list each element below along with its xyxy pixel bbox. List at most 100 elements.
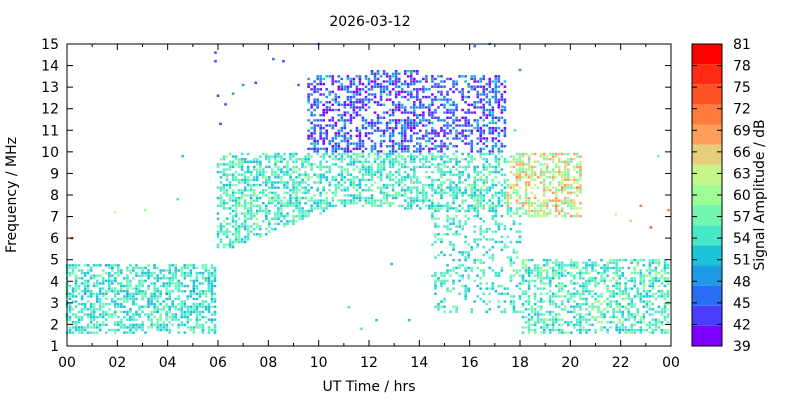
data-cell	[313, 194, 316, 197]
data-cell	[114, 271, 117, 275]
data-cell	[530, 152, 534, 156]
colorbar-tick-label: 63	[733, 166, 751, 182]
data-cell	[367, 170, 371, 174]
data-cell	[621, 274, 624, 277]
data-cell	[603, 279, 606, 283]
data-cell	[120, 282, 123, 285]
data-cell	[316, 147, 319, 151]
data-cell	[271, 227, 274, 231]
data-cell	[527, 214, 531, 218]
data-cell	[449, 269, 452, 272]
data-cell	[573, 305, 576, 308]
data-cell	[434, 155, 437, 158]
data-cell	[416, 80, 419, 83]
data-cell	[391, 129, 395, 132]
data-cell	[600, 321, 603, 324]
data-cell	[542, 186, 546, 189]
data-cell	[397, 145, 401, 148]
data-cell	[509, 155, 513, 158]
data-cell	[576, 318, 579, 321]
colorbar-tick-label: 39	[733, 339, 751, 355]
data-cell	[138, 279, 141, 283]
data-cell	[117, 290, 120, 293]
data-cell	[177, 269, 181, 272]
data-cell	[497, 165, 501, 169]
data-cell	[304, 186, 307, 189]
data-cell	[322, 111, 325, 114]
data-cell	[334, 147, 338, 151]
data-cell	[334, 132, 338, 135]
data-cell	[83, 328, 87, 332]
colorbar-tick-label: 69	[733, 123, 751, 139]
data-cell	[452, 233, 455, 236]
data-cell	[467, 108, 470, 112]
data-cell	[343, 204, 347, 207]
data-cell	[545, 168, 549, 171]
data-cell	[515, 183, 519, 187]
data-cell	[198, 292, 202, 295]
data-cell	[491, 111, 495, 114]
data-cell	[180, 300, 184, 303]
data-cell	[557, 274, 561, 277]
data-cell	[331, 152, 335, 156]
data-cell	[648, 269, 652, 272]
data-cell	[114, 328, 117, 332]
data-cell	[219, 227, 223, 231]
data-cell	[422, 189, 425, 192]
data-cell	[554, 258, 558, 262]
data-cell	[615, 326, 618, 329]
data-cell	[249, 217, 253, 220]
data-cell	[89, 266, 93, 270]
data-cell	[419, 129, 422, 132]
data-cell	[482, 119, 486, 122]
data-cell	[431, 163, 434, 166]
data-cell	[482, 168, 486, 171]
data-cell	[379, 82, 383, 86]
data-cell	[467, 165, 470, 169]
data-cell	[551, 204, 555, 207]
data-cell	[585, 300, 588, 303]
data-cell	[413, 113, 416, 117]
data-cell	[364, 201, 368, 205]
data-cell	[406, 176, 410, 179]
data-cell	[594, 297, 597, 301]
data-cell	[413, 124, 416, 127]
data-cell	[243, 170, 247, 174]
data-cell	[171, 302, 174, 306]
data-cell	[322, 199, 325, 202]
data-cell	[570, 191, 573, 195]
data-cell	[467, 209, 470, 213]
data-cell	[283, 204, 286, 207]
data-cell	[446, 108, 449, 112]
data-cell	[482, 85, 486, 88]
data-cell	[428, 119, 431, 122]
data-cell	[594, 282, 597, 285]
data-cell	[80, 308, 84, 311]
data-cell	[612, 300, 615, 303]
data-cell	[482, 77, 486, 81]
data-cell	[388, 165, 392, 169]
data-cell	[416, 186, 419, 189]
data-cell	[144, 274, 147, 277]
data-cell	[255, 196, 259, 200]
data-cell	[515, 157, 519, 161]
data-cell	[228, 240, 232, 244]
data-cell	[594, 277, 597, 280]
data-cell	[419, 191, 422, 195]
data-cell	[101, 279, 105, 283]
data-cell	[497, 274, 501, 277]
data-cell	[352, 194, 356, 197]
data-cell	[364, 165, 368, 169]
data-cell	[201, 323, 205, 327]
data-cell	[388, 157, 392, 161]
data-cell	[573, 176, 576, 179]
data-cell	[639, 271, 643, 275]
data-cell	[394, 196, 398, 200]
data-cell	[440, 207, 443, 210]
data-cell	[71, 269, 75, 272]
data-cell	[346, 90, 350, 94]
data-cell	[521, 266, 525, 270]
data-cell	[74, 282, 78, 285]
data-cell	[171, 315, 174, 319]
data-cell	[591, 323, 594, 327]
